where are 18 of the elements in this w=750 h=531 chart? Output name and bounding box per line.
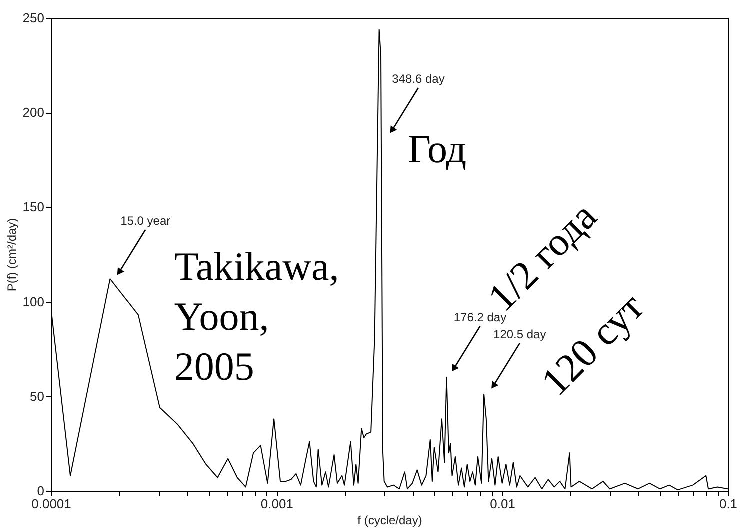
x-axis-title: f (cycle/day) [358, 514, 422, 528]
x-tick-label: 0.1 [719, 496, 738, 512]
y-tick-label: 100 [22, 294, 44, 310]
x-tick-label: 0.0001 [32, 496, 72, 512]
x-tick-label: 0.001 [260, 496, 294, 512]
annotation: 348.6 day [392, 72, 445, 86]
annotation: 176.2 day [454, 310, 507, 324]
y-tick-label: 50 [30, 388, 44, 404]
annotation: Takikawa, Yoon, 2005 [174, 244, 340, 389]
y-axis-title: P(f) (cm²/day) [4, 218, 19, 292]
y-tick-label: 0 [37, 484, 44, 498]
annotation: 15.0 year [120, 214, 171, 228]
y-tick-label: 200 [22, 105, 44, 120]
y-tick-label: 250 [22, 10, 44, 26]
annotation: Год [408, 126, 467, 172]
y-tick-label: 150 [22, 200, 44, 215]
annotation: 120.5 day [494, 327, 546, 342]
x-tick-label: 0.01 [490, 496, 516, 512]
